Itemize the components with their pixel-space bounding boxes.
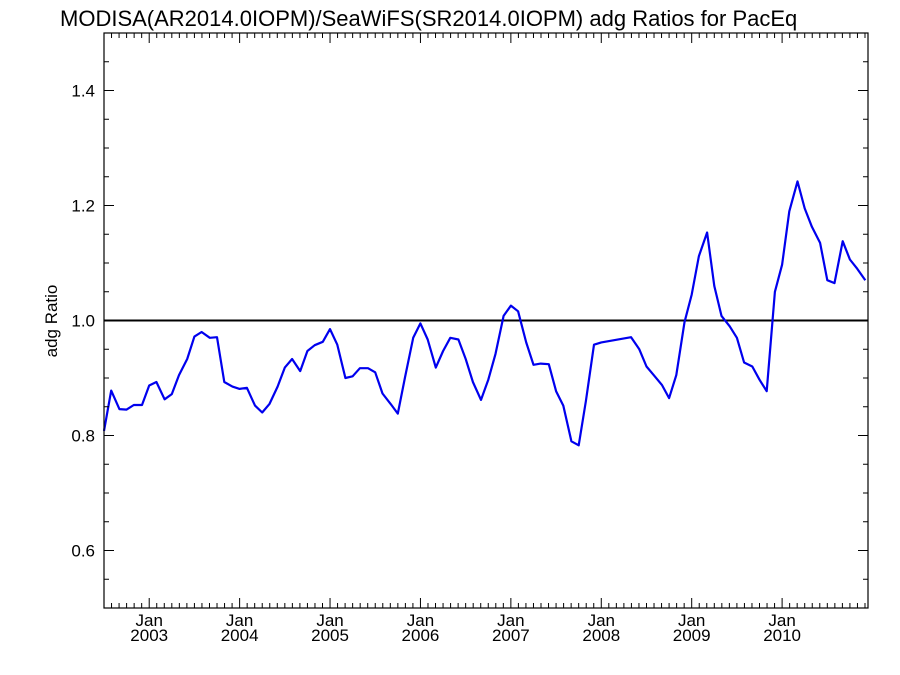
x-tick-year-label: 2010 xyxy=(763,626,801,645)
x-tick-year-label: 2006 xyxy=(402,626,440,645)
x-tick-month-label: Jan xyxy=(135,611,162,630)
x-tick-year-label: 2005 xyxy=(311,626,349,645)
x-tick-month-label: Jan xyxy=(497,611,524,630)
y-tick-label: 1.4 xyxy=(71,82,95,101)
x-tick-year-label: 2009 xyxy=(673,626,711,645)
x-tick-year-label: 2004 xyxy=(221,626,259,645)
x-tick-month-label: Jan xyxy=(226,611,253,630)
x-axis-ticks: Jan2003Jan2004Jan2005Jan2006Jan2007Jan20… xyxy=(103,33,866,645)
y-axis-label: adg Ratio xyxy=(42,285,61,358)
x-tick-month-label: Jan xyxy=(678,611,705,630)
x-tick-year-label: 2007 xyxy=(492,626,530,645)
x-tick-month-label: Jan xyxy=(316,611,343,630)
y-tick-label: 0.8 xyxy=(71,427,95,446)
y-tick-label: 1.0 xyxy=(71,312,95,331)
series-group xyxy=(102,180,867,447)
y-axis-ticks: 0.6 0.8 1.0 1.2 1.4 xyxy=(71,32,868,580)
series-line xyxy=(102,180,867,447)
x-tick-month-label: Jan xyxy=(588,611,615,630)
x-tick-month-label: Jan xyxy=(768,611,795,630)
y-tick-label: 1.2 xyxy=(71,197,95,216)
chart-title: MODISA(AR2014.0IOPM)/SeaWiFS(SR2014.0IOP… xyxy=(60,6,797,31)
x-tick-month-label: Jan xyxy=(407,611,434,630)
x-tick-year-label: 2003 xyxy=(130,626,168,645)
x-tick-year-label: 2008 xyxy=(582,626,620,645)
y-tick-label: 0.6 xyxy=(71,542,95,561)
